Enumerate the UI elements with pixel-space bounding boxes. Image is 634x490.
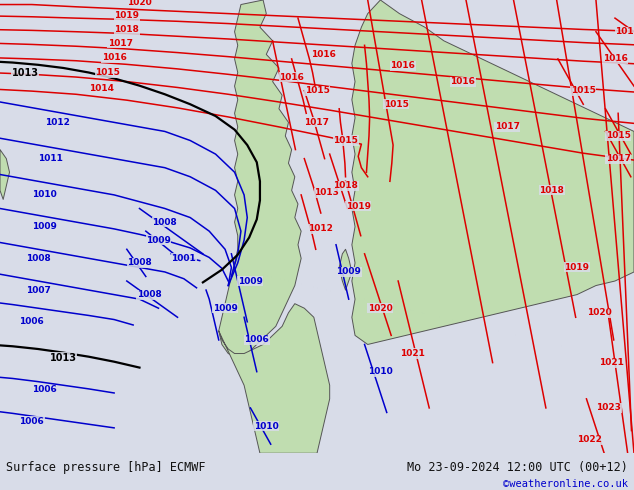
Text: 1012: 1012 — [307, 224, 333, 233]
Text: 1018: 1018 — [539, 186, 564, 195]
Text: 1013: 1013 — [12, 68, 39, 77]
Text: 1017: 1017 — [108, 39, 133, 48]
Text: 1013: 1013 — [314, 188, 339, 197]
Text: 1020: 1020 — [586, 308, 612, 317]
Text: 1007: 1007 — [25, 286, 51, 294]
Text: 1020: 1020 — [127, 0, 152, 7]
Text: 1006: 1006 — [19, 417, 44, 426]
Text: 1009: 1009 — [336, 268, 361, 276]
Text: 1015: 1015 — [384, 100, 409, 109]
Text: 1008: 1008 — [136, 290, 162, 299]
Text: 1016: 1016 — [602, 54, 628, 63]
Text: 1015: 1015 — [95, 68, 120, 77]
Text: 1016: 1016 — [279, 73, 304, 81]
Text: 1023: 1023 — [596, 403, 621, 413]
Text: 1009: 1009 — [238, 276, 263, 286]
Text: 1021: 1021 — [399, 349, 425, 358]
Text: 1016: 1016 — [101, 53, 127, 62]
Text: 1013: 1013 — [50, 353, 77, 363]
Text: 1016: 1016 — [450, 77, 476, 86]
Text: 1010: 1010 — [32, 191, 57, 199]
Text: Mo 23-09-2024 12:00 UTC (00+12): Mo 23-09-2024 12:00 UTC (00+12) — [407, 461, 628, 474]
Text: 1018: 1018 — [333, 181, 358, 190]
Text: 1015: 1015 — [605, 131, 631, 141]
Text: 1008: 1008 — [25, 254, 51, 263]
Text: 1017: 1017 — [605, 154, 631, 163]
Text: 1008: 1008 — [152, 218, 178, 226]
Text: 1011: 1011 — [38, 154, 63, 163]
Text: 1010: 1010 — [254, 421, 279, 431]
Text: 1009: 1009 — [212, 304, 238, 313]
Text: 1016: 1016 — [390, 61, 415, 70]
Text: 1009: 1009 — [32, 222, 57, 231]
Text: 1015: 1015 — [571, 86, 596, 95]
Text: 1022: 1022 — [577, 435, 602, 444]
Text: 1008: 1008 — [127, 258, 152, 268]
Text: 1014: 1014 — [89, 84, 114, 93]
Text: 1018: 1018 — [114, 25, 139, 34]
Text: 1001: 1001 — [171, 254, 197, 263]
Text: 1017: 1017 — [495, 122, 520, 131]
Text: 1012: 1012 — [44, 118, 70, 127]
Text: 1010: 1010 — [368, 367, 393, 376]
Text: 1019: 1019 — [114, 11, 139, 21]
Text: 1006: 1006 — [32, 385, 57, 394]
Text: 1021: 1021 — [599, 358, 624, 367]
Text: 1015: 1015 — [304, 86, 330, 95]
Text: 1006: 1006 — [19, 318, 44, 326]
Text: 1017: 1017 — [304, 118, 330, 127]
Text: 1019: 1019 — [564, 263, 590, 272]
Text: 1006: 1006 — [244, 336, 269, 344]
Text: Surface pressure [hPa] ECMWF: Surface pressure [hPa] ECMWF — [6, 461, 206, 474]
Text: 1019: 1019 — [346, 202, 371, 211]
Text: 1015: 1015 — [333, 136, 358, 145]
Text: 1009: 1009 — [146, 236, 171, 245]
Text: 1016: 1016 — [311, 50, 336, 59]
Text: 1020: 1020 — [368, 304, 393, 313]
Text: 1014: 1014 — [615, 27, 634, 36]
Text: ©weatheronline.co.uk: ©weatheronline.co.uk — [503, 480, 628, 490]
